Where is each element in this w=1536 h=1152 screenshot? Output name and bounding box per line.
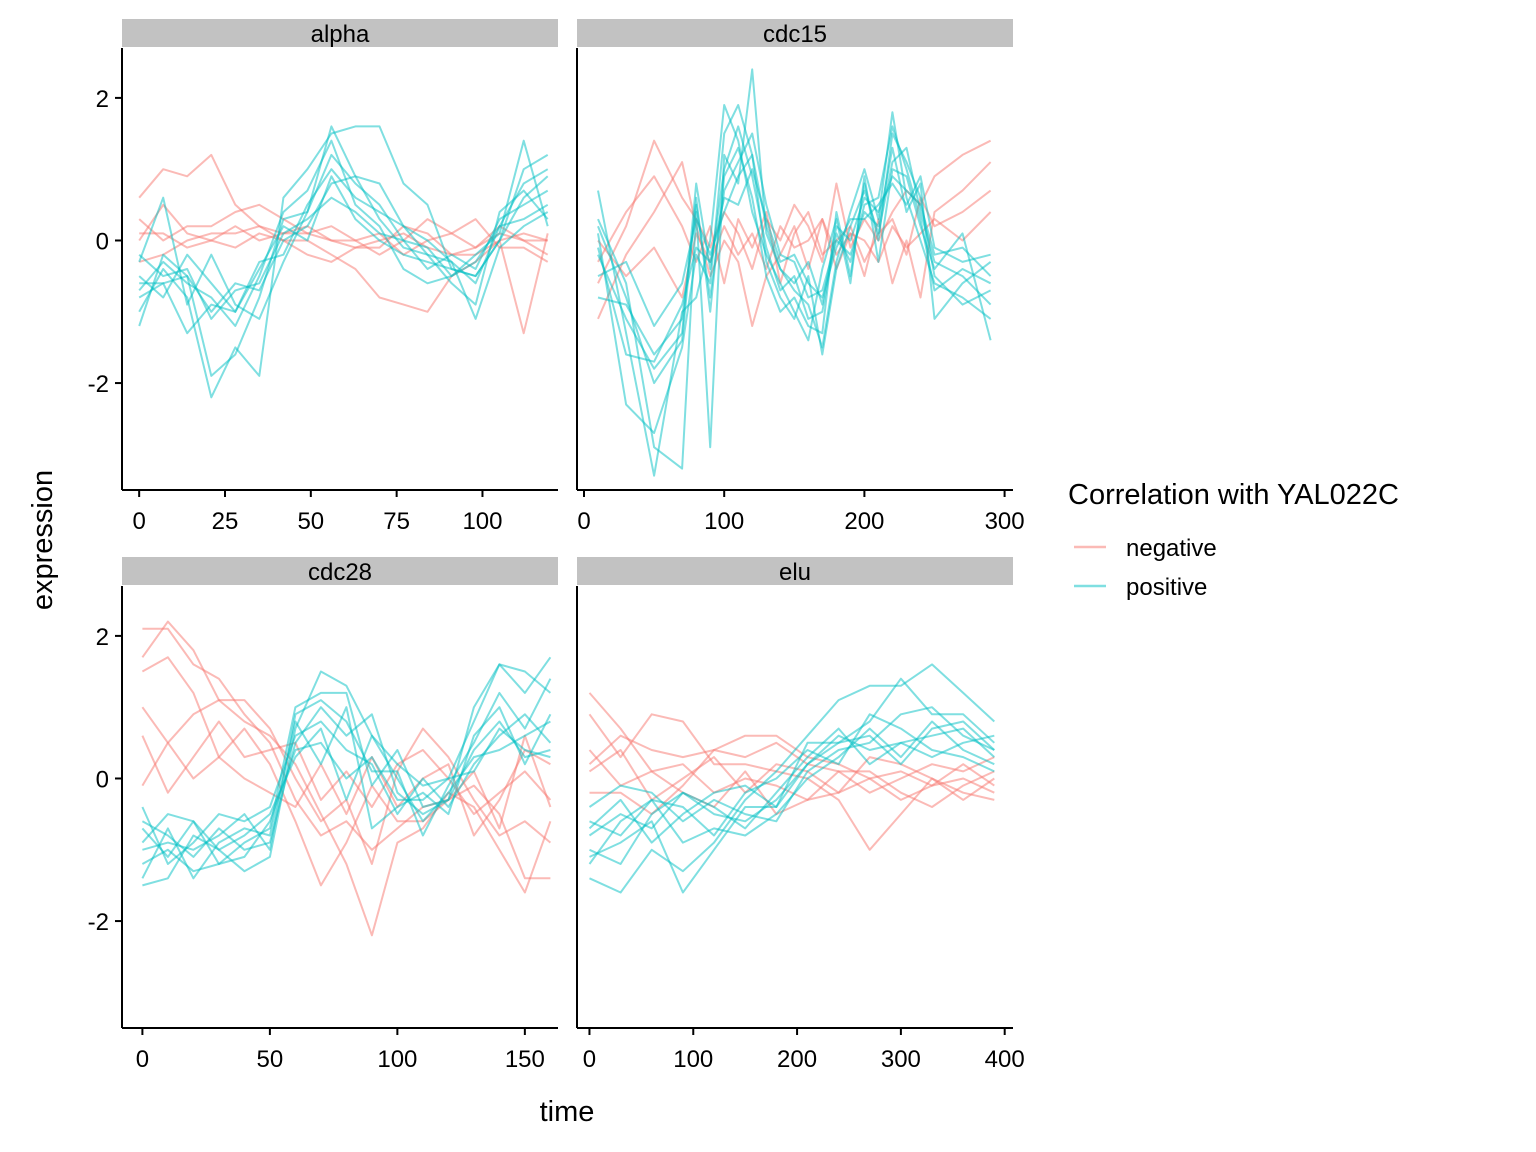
series-line-negative [141,727,552,887]
x-tick-label: 100 [704,508,744,535]
series-line-negative [141,656,551,837]
x-tick-label: 100 [462,508,502,535]
series-line-positive [597,125,992,370]
panel-cdc15: cdc15 0 100 200 300 [576,19,1025,535]
legend-label-negative: negative [1126,535,1217,562]
series-line-positive [597,104,992,477]
panel-cdc28: cdc28 0 50 100 150 2 0 -2 [88,557,558,1073]
x-tick-label: 25 [212,508,239,535]
x-tick-label: 75 [383,508,410,535]
series-line-positive [138,168,549,335]
series-line-positive [141,727,551,865]
series-line-positive [139,125,549,377]
series-line-positive [588,706,995,823]
legend-title: Correlation with YAL022C [1068,479,1399,511]
x-tick-label: 200 [844,508,884,535]
facet-strip [122,557,558,585]
x-tick-label: 0 [132,508,145,535]
series-line-positive [142,678,552,851]
facet-label: cdc15 [763,21,827,48]
series-line-negative [588,749,995,808]
series-line-positive [597,68,992,470]
legend: Correlation with YAL022C negative positi… [1068,479,1399,601]
series-group [138,125,549,399]
x-tick-label: 300 [881,1046,921,1073]
facet-label: elu [779,559,811,586]
facet-strip [122,19,558,47]
panel-elu: elu 0 100 200 300 400 [576,557,1025,1073]
y-tick-label: 0 [96,766,109,793]
facet-strip [577,19,1013,47]
legend-label-positive: positive [1126,574,1207,601]
x-tick-label: 0 [583,1046,596,1073]
series-line-positive [589,713,995,837]
y-tick-label: 2 [96,86,109,113]
series-line-positive [138,175,549,313]
series-line-positive [588,727,995,837]
series-line-negative [138,203,549,335]
facet-label: alpha [311,21,370,48]
x-tick-label: 50 [297,508,324,535]
x-tick-label: 0 [577,508,590,535]
series-line-positive [142,656,552,887]
series-line-negative [138,225,548,263]
x-tick-label: 50 [257,1046,284,1073]
y-tick-label: 0 [96,228,109,255]
series-line-positive [588,720,995,844]
series-line-negative [142,627,551,880]
series-line-positive [589,663,995,894]
x-tick-label: 100 [673,1046,713,1073]
series-group [141,620,552,937]
series-group [588,663,995,894]
x-tick-label: 300 [985,508,1025,535]
series-line-negative [139,218,549,263]
series-line-negative [138,203,549,256]
series-line-positive [597,168,991,363]
x-axis-title: time [540,1096,595,1128]
series-group [597,68,992,477]
facet-strip [577,557,1013,585]
panel-alpha: alpha 0 25 50 75 100 2 0 -2 [88,19,558,535]
x-tick-label: 400 [985,1046,1025,1073]
x-tick-label: 200 [777,1046,817,1073]
x-tick-label: 100 [377,1046,417,1073]
series-line-positive [138,175,549,327]
series-line-positive [597,132,992,385]
series-line-positive [597,104,992,434]
series-line-positive [141,663,552,873]
x-tick-label: 150 [505,1046,545,1073]
series-line-positive [141,706,551,858]
facet-label: cdc28 [308,559,372,586]
x-tick-label: 0 [136,1046,149,1073]
y-tick-label: -2 [88,909,109,936]
y-axis-title: expression [27,470,59,610]
y-tick-label: -2 [88,371,109,398]
series-line-positive [138,153,549,320]
series-line-positive [138,139,549,327]
y-tick-label: 2 [96,624,109,651]
series-line-negative [141,620,552,937]
